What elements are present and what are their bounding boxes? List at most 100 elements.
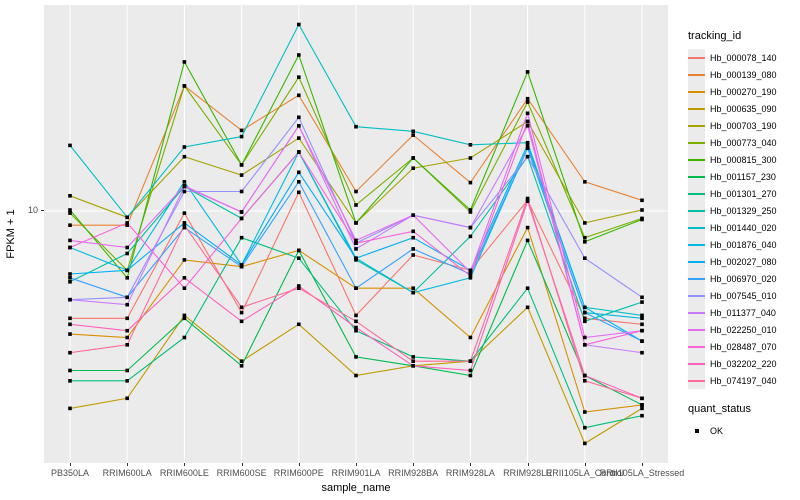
legend-entry-Hb_001329_250: Hb_001329_250 xyxy=(688,202,798,219)
legend-key-swatch xyxy=(688,219,705,236)
data-point xyxy=(182,60,187,64)
x-tick-mark xyxy=(70,463,71,466)
x-tick-label: PB350LA xyxy=(50,468,90,478)
x-tick-mark xyxy=(127,463,129,466)
data-point xyxy=(354,286,358,290)
data-point xyxy=(354,256,358,260)
data-point xyxy=(182,223,187,227)
plot-canvas xyxy=(44,5,668,463)
data-point xyxy=(525,70,530,74)
data-point xyxy=(525,225,530,230)
legend-entry-Hb_011377_040: Hb_011377_040 xyxy=(688,304,798,321)
legend-entry-Hb_006970_020: Hb_006970_020 xyxy=(688,270,798,287)
x-tick-label: RRII105LA_Control xyxy=(545,468,624,478)
legend-entry-Hb_000635_090: Hb_000635_090 xyxy=(688,100,798,117)
legend-key-swatch xyxy=(688,321,705,338)
legend-key-line-icon xyxy=(688,226,705,229)
x-tick-label: RRIM928LA xyxy=(445,468,495,478)
data-point xyxy=(125,215,129,220)
legend-key-swatch xyxy=(688,338,705,355)
data-point xyxy=(297,150,301,154)
x-tick-mark xyxy=(642,463,643,466)
data-point xyxy=(182,335,187,340)
y-tick-mark xyxy=(41,210,44,211)
legend-entry-Hb_000703_190: Hb_000703_190 xyxy=(688,117,798,134)
data-point xyxy=(468,156,473,160)
data-point xyxy=(68,406,72,411)
data-point xyxy=(468,180,473,185)
legend-entry-label: Hb_001157_230 xyxy=(710,171,776,182)
data-point xyxy=(68,368,72,373)
data-point xyxy=(68,316,72,321)
data-point xyxy=(125,268,129,273)
data-point xyxy=(525,199,530,203)
data-point xyxy=(525,146,530,150)
legend-entry-label: Hb_001876_040 xyxy=(710,239,777,250)
data-point xyxy=(125,295,129,300)
data-point xyxy=(68,211,72,215)
data-point xyxy=(239,128,244,133)
data-point xyxy=(640,396,644,401)
legend-key-swatch xyxy=(688,83,705,100)
data-point xyxy=(68,297,72,302)
data-point xyxy=(411,253,415,257)
data-point xyxy=(68,238,72,243)
data-point xyxy=(640,413,644,418)
data-point xyxy=(525,286,530,290)
legend-key-swatch xyxy=(688,66,705,83)
legend-key-swatch xyxy=(688,49,705,66)
legend-key-swatch xyxy=(688,287,705,304)
data-point xyxy=(354,221,358,225)
data-point xyxy=(583,343,587,347)
legend-entry-label: Hb_000773_040 xyxy=(710,137,777,148)
data-point xyxy=(468,335,473,340)
legend-entry-label: Hb_028487_070 xyxy=(710,341,777,352)
data-point xyxy=(640,328,644,333)
data-point xyxy=(354,319,358,324)
data-point xyxy=(640,295,644,300)
data-point xyxy=(640,316,644,321)
legend-entry-label: Hb_007545_010 xyxy=(710,290,777,301)
data-point xyxy=(468,270,473,274)
data-point xyxy=(239,235,244,240)
data-point xyxy=(297,124,301,128)
data-point xyxy=(239,305,244,310)
legend-key-swatch xyxy=(688,151,705,168)
x-tick-label: RRII105LA_Stressed xyxy=(599,468,685,478)
data-point xyxy=(583,379,587,383)
data-point xyxy=(182,316,187,321)
legend-entries: Hb_000078_140 Hb_000139_080 Hb_000270_190 H… xyxy=(688,49,798,389)
legend-key-swatch xyxy=(688,372,705,389)
data-point xyxy=(640,300,644,304)
legend-key-swatch xyxy=(688,117,705,134)
data-point xyxy=(125,251,129,256)
x-tick-label: RRIM600LA xyxy=(102,468,152,478)
data-point xyxy=(239,173,244,177)
data-point xyxy=(68,332,72,336)
data-point xyxy=(125,276,129,280)
legend-entry-Hb_001876_040: Hb_001876_040 xyxy=(688,236,798,253)
legend-key-line-icon xyxy=(688,277,705,280)
data-point xyxy=(68,245,72,250)
legend-key-line-icon xyxy=(688,141,705,144)
data-point xyxy=(182,258,187,262)
legend-entry-Hb_000270_190: Hb_000270_190 xyxy=(688,83,798,100)
data-point xyxy=(583,240,587,244)
legend-entry-Hb_022250_010: Hb_022250_010 xyxy=(688,321,798,338)
data-point xyxy=(468,210,473,214)
data-point xyxy=(583,221,587,225)
x-tick-mark xyxy=(184,463,186,466)
data-point xyxy=(468,208,473,212)
x-tick-label: RRIM928BA xyxy=(388,468,439,478)
data-point xyxy=(525,119,530,124)
data-point xyxy=(354,124,358,129)
data-point xyxy=(525,140,530,145)
legend-entry-Hb_000078_140: Hb_000078_140 xyxy=(688,49,798,66)
data-point xyxy=(125,316,129,321)
data-point xyxy=(411,229,415,234)
x-tick-mark xyxy=(356,463,357,466)
legend-entry-label: Hb_000078_140 xyxy=(710,52,777,63)
data-point xyxy=(297,22,301,27)
data-point xyxy=(411,213,415,217)
